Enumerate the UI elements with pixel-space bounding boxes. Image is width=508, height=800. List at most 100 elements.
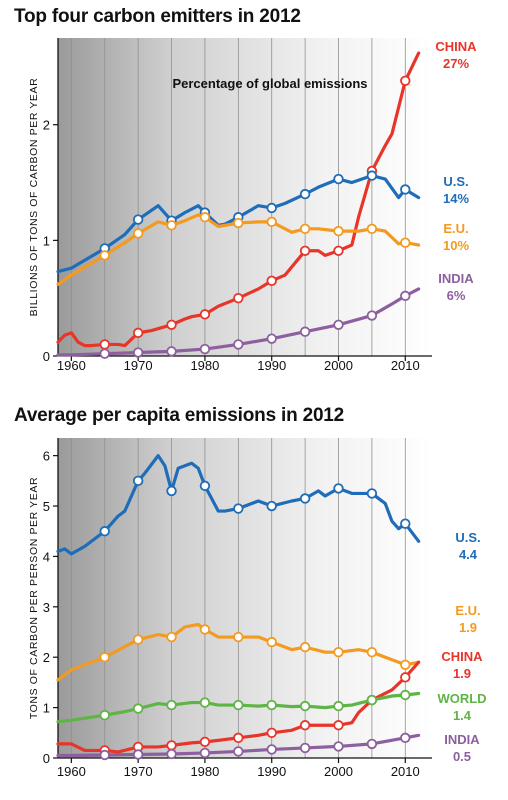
label-u-s: U.S. (443, 174, 468, 189)
point-e-u-1995 (299, 223, 311, 235)
point-india-2000 (333, 319, 344, 330)
series-india: INDIA 0.5 (56, 732, 480, 764)
point-e-u-1985 (233, 631, 244, 643)
label-china: CHINA (441, 649, 483, 664)
series-u-s: U.S. 14% (56, 170, 469, 274)
point-china-2010 (400, 75, 411, 86)
plot-background (58, 38, 432, 356)
label-india: INDIA (444, 732, 480, 747)
point-india-1970 (132, 347, 144, 358)
point-india-1990 (266, 744, 277, 755)
point-e-u-1985 (233, 217, 244, 229)
value-label-china: 27% (443, 56, 469, 71)
point-china-1990 (266, 275, 277, 287)
y-tick-label-0: 0 (43, 349, 50, 364)
line-india (56, 287, 421, 357)
label-world: WORLD (437, 691, 486, 706)
x-tick-label-1970: 1970 (124, 764, 153, 779)
point-india-2010 (400, 732, 411, 744)
x-tick-label-1960: 1960 (57, 358, 86, 373)
point-india-1980 (199, 343, 211, 355)
point-u-s-2005 (366, 488, 378, 499)
point-world-1970 (132, 703, 144, 714)
y-tick-label-2: 2 (43, 118, 50, 133)
x-tick-label-1990: 1990 (257, 764, 286, 779)
point-india-2005 (366, 310, 378, 321)
point-china-1965 (99, 339, 110, 350)
point-e-u-1990 (266, 636, 277, 648)
point-india-1965 (99, 348, 110, 359)
point-e-u-2000 (333, 646, 344, 658)
point-e-u-1990 (266, 216, 277, 228)
point-india-1975 (166, 748, 177, 760)
y-axis-title: TONS OF CARBON PER PERSON PER YEAR (28, 477, 40, 719)
point-world-2005 (366, 694, 378, 706)
chart-subtitle: Percentage of global emissions (172, 76, 367, 91)
point-world-1980 (199, 697, 211, 708)
point-e-u-2000 (333, 225, 344, 237)
x-tick-label-1980: 1980 (190, 358, 219, 373)
point-china-1975 (166, 740, 177, 751)
value-label-u-s: 4.4 (459, 547, 478, 562)
x-tick-label-1980: 1980 (190, 764, 219, 779)
series-e-u: E.U. 1.9 (56, 603, 481, 682)
point-india-2010 (400, 290, 411, 302)
point-e-u-1970 (132, 634, 144, 645)
y-axis-title: BILLIONS OF TONS OF CARBON PER YEAR (28, 78, 40, 317)
point-e-u-2010 (400, 237, 411, 248)
label-china: CHINA (435, 39, 477, 54)
series-china: CHINA 1.9 (56, 649, 483, 756)
point-world-1990 (266, 699, 277, 711)
y-tick-label-3: 3 (43, 600, 50, 615)
point-u-s-1985 (233, 503, 244, 514)
series-china: CHINA 27% (56, 39, 477, 350)
line-u-s (56, 454, 421, 556)
x-tick-label-1990: 1990 (257, 358, 286, 373)
point-india-1985 (233, 339, 244, 350)
series-e-u: E.U. 10% (56, 212, 469, 286)
y-tick-label-6: 6 (43, 449, 50, 464)
point-china-1985 (233, 732, 244, 744)
line-e-u (56, 622, 421, 682)
point-e-u-1980 (199, 212, 211, 223)
point-india-1985 (233, 746, 244, 757)
point-u-s-1995 (299, 493, 311, 504)
value-label-china: 1.9 (453, 666, 471, 681)
point-e-u-1980 (199, 624, 211, 635)
point-india-1995 (299, 742, 311, 754)
y-tick-label-4: 4 (43, 549, 50, 564)
point-u-s-1970 (132, 214, 144, 225)
point-u-s-2005 (366, 170, 378, 181)
point-india-2000 (333, 741, 344, 752)
series-india: INDIA 6% (56, 271, 474, 359)
point-u-s-2010 (400, 518, 411, 529)
value-label-e-u: 10% (443, 238, 469, 253)
point-e-u-1975 (166, 220, 177, 231)
point-world-1995 (299, 700, 311, 712)
value-label-india: 6% (447, 288, 466, 303)
point-e-u-2005 (366, 223, 378, 235)
x-tick-label-2000: 2000 (324, 764, 353, 779)
value-label-e-u: 1.9 (459, 620, 477, 635)
point-china-1980 (199, 736, 211, 748)
point-china-1970 (132, 327, 144, 339)
point-china-1995 (299, 720, 311, 731)
y-tick-label-1: 1 (43, 233, 50, 248)
point-u-s-1970 (132, 475, 144, 487)
point-china-2010 (400, 672, 411, 683)
point-china-2000 (333, 245, 344, 256)
point-e-u-1970 (132, 228, 144, 239)
x-tick-label-1960: 1960 (57, 764, 86, 779)
point-u-s-1965 (99, 526, 110, 537)
point-u-s-1995 (299, 188, 311, 200)
point-e-u-1995 (299, 641, 311, 653)
value-label-u-s: 14% (443, 191, 469, 206)
point-e-u-2010 (400, 659, 411, 670)
point-china-1990 (266, 727, 277, 739)
point-u-s-2010 (400, 184, 411, 195)
value-label-world: 1.4 (453, 708, 472, 723)
point-e-u-1975 (166, 631, 177, 643)
point-u-s-1990 (266, 500, 277, 512)
point-china-1980 (199, 309, 211, 320)
point-world-2010 (400, 689, 411, 701)
